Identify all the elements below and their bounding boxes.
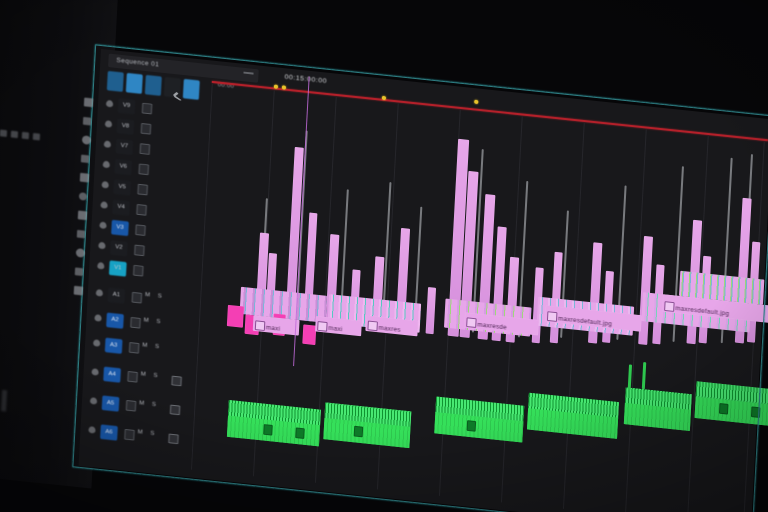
hand-tool-icon[interactable]	[74, 267, 84, 276]
rate-stretch-tool-icon[interactable]	[79, 172, 89, 183]
selection-tool-icon[interactable]	[83, 97, 93, 108]
slip-tool-icon[interactable]	[77, 210, 87, 221]
left-button-4[interactable]	[32, 132, 41, 141]
left-button-2[interactable]	[10, 130, 19, 139]
razor-tool-icon[interactable]	[78, 192, 88, 201]
ripple-edit-tool-icon[interactable]	[81, 135, 91, 145]
track-select-tool-icon[interactable]	[82, 116, 92, 126]
active-panel-outline	[72, 44, 768, 512]
pen-tool-icon[interactable]	[75, 248, 85, 258]
timeline-panel: Sequence 01 00:00 00:15:00:00	[72, 44, 768, 512]
slide-tool-icon[interactable]	[76, 229, 86, 239]
left-button-1[interactable]	[0, 129, 8, 138]
rolling-edit-tool-icon[interactable]	[80, 154, 90, 164]
left-button-3[interactable]	[21, 131, 30, 140]
zoom-tool-icon[interactable]	[73, 285, 83, 296]
